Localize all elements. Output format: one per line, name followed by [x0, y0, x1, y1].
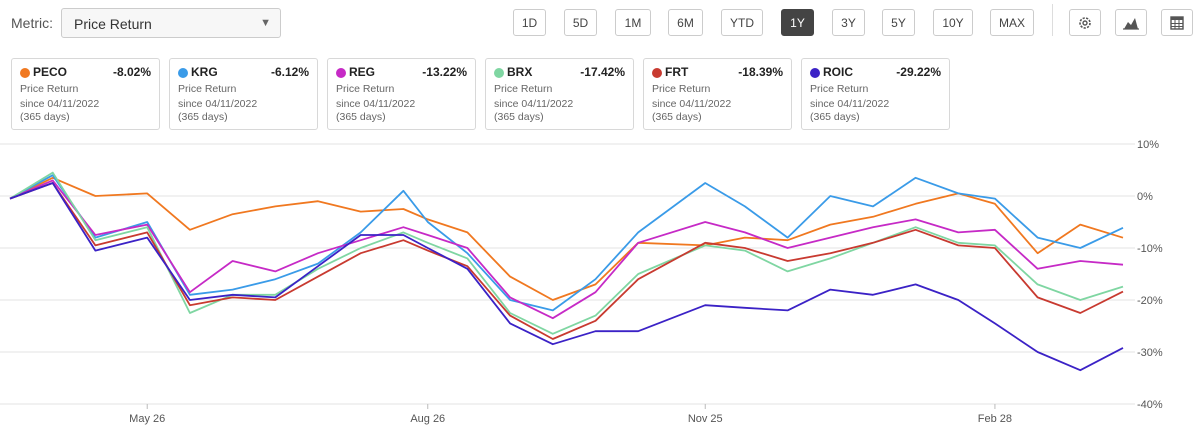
- period-button-1m[interactable]: 1M: [615, 9, 651, 36]
- chevron-down-icon: ▼: [260, 17, 271, 29]
- series-color-dot: [20, 68, 30, 78]
- metric-select[interactable]: Price Return ▼: [61, 8, 281, 38]
- legend-card-roic[interactable]: ROIC -29.22% Price Return since 04/11/20…: [801, 58, 950, 130]
- legend-card-brx[interactable]: BRX -17.42% Price Return since 04/11/202…: [485, 58, 634, 130]
- card-return: -6.12%: [270, 65, 309, 79]
- series-line-frt: [9, 182, 1124, 340]
- period-button-10y[interactable]: 10Y: [933, 9, 973, 36]
- y-tick-label: -30%: [1137, 347, 1163, 359]
- legend-card-krg[interactable]: KRG -6.12% Price Return since 04/11/2022…: [169, 58, 318, 130]
- y-tick-label: -10%: [1137, 243, 1163, 255]
- card-ticker: BRX: [507, 65, 533, 79]
- card-metric: Price Return: [810, 83, 869, 95]
- y-tick-label: -40%: [1137, 399, 1163, 411]
- card-since: since 04/11/2022: [178, 98, 258, 110]
- x-tick-label: May 26: [129, 413, 165, 425]
- y-axis: 10% 0% -10% -20% -30% -40%: [1137, 139, 1163, 411]
- period-button-1d[interactable]: 1D: [513, 9, 546, 36]
- x-tick-label: Aug 26: [410, 413, 445, 425]
- period-button-ytd[interactable]: YTD: [721, 9, 763, 36]
- card-since: since 04/11/2022: [336, 98, 416, 110]
- table-view-button[interactable]: [1161, 9, 1193, 36]
- settings-button[interactable]: [1069, 9, 1101, 36]
- metric-label: Metric:: [11, 15, 53, 31]
- period-button-5d[interactable]: 5D: [564, 9, 597, 36]
- series-line-roic: [9, 182, 1124, 372]
- card-return: -13.22%: [422, 65, 467, 79]
- x-tick-label: Nov 25: [688, 413, 723, 425]
- series-line-krg: [9, 174, 1124, 312]
- chart-series: [9, 171, 1124, 372]
- card-since: since 04/11/2022: [20, 98, 100, 110]
- card-ticker: REG: [349, 65, 376, 79]
- mountain-chart-icon: [1123, 17, 1139, 30]
- x-tick-label: Feb 28: [978, 413, 1012, 425]
- card-return: -29.22%: [896, 65, 941, 79]
- y-tick-label: 0%: [1137, 191, 1153, 203]
- period-button-max[interactable]: MAX: [990, 9, 1034, 36]
- card-metric: Price Return: [20, 83, 79, 95]
- series-line-peco: [9, 176, 1124, 301]
- period-button-6m[interactable]: 6M: [668, 9, 703, 36]
- price-return-chart[interactable]: 10% 0% -10% -20% -30% -40% May 26 Aug 26 Nov 25…: [0, 132, 1200, 440]
- series-color-dot: [336, 68, 346, 78]
- card-ticker: ROIC: [823, 65, 853, 79]
- card-days: (365 days): [494, 111, 544, 123]
- legend-card-frt[interactable]: FRT -18.39% Price Return since 04/11/202…: [643, 58, 792, 130]
- card-ticker: KRG: [191, 65, 218, 79]
- toolbar-divider: [1052, 4, 1053, 36]
- card-since: since 04/11/2022: [652, 98, 732, 110]
- series-color-dot: [494, 68, 504, 78]
- gear-icon: [1079, 16, 1091, 29]
- card-return: -18.39%: [738, 65, 783, 79]
- legend-card-reg[interactable]: REG -13.22% Price Return since 04/11/202…: [327, 58, 476, 130]
- period-button-3y[interactable]: 3Y: [832, 9, 865, 36]
- card-ticker: FRT: [665, 65, 689, 79]
- toolbar: Metric: Price Return ▼ 1D 5D 1M 6M YTD 1…: [0, 0, 1200, 50]
- series-line-reg: [9, 179, 1124, 320]
- chart-type-button[interactable]: [1115, 9, 1147, 36]
- card-metric: Price Return: [178, 83, 237, 95]
- period-button-5y[interactable]: 5Y: [882, 9, 915, 36]
- metric-select-value: Price Return: [74, 16, 152, 32]
- y-tick-label: -20%: [1137, 295, 1163, 307]
- card-days: (365 days): [810, 111, 860, 123]
- legend-card-peco[interactable]: PECO -8.02% Price Return since 04/11/202…: [11, 58, 160, 130]
- series-color-dot: [652, 68, 662, 78]
- card-ticker: PECO: [33, 65, 68, 79]
- card-days: (365 days): [652, 111, 702, 123]
- card-return: -8.02%: [112, 65, 151, 79]
- card-return: -17.42%: [580, 65, 625, 79]
- card-days: (365 days): [178, 111, 228, 123]
- card-metric: Price Return: [336, 83, 395, 95]
- series-color-dot: [178, 68, 188, 78]
- card-days: (365 days): [20, 111, 70, 123]
- card-metric: Price Return: [652, 83, 711, 95]
- period-button-1y[interactable]: 1Y: [781, 9, 814, 36]
- card-since: since 04/11/2022: [810, 98, 890, 110]
- x-axis: May 26 Aug 26 Nov 25 Feb 28: [129, 404, 1012, 425]
- series-color-dot: [810, 68, 820, 78]
- table-icon: [1170, 15, 1184, 30]
- series-line-brx: [9, 171, 1124, 335]
- card-metric: Price Return: [494, 83, 553, 95]
- card-since: since 04/11/2022: [494, 98, 574, 110]
- card-days: (365 days): [336, 111, 386, 123]
- y-tick-label: 10%: [1137, 139, 1159, 151]
